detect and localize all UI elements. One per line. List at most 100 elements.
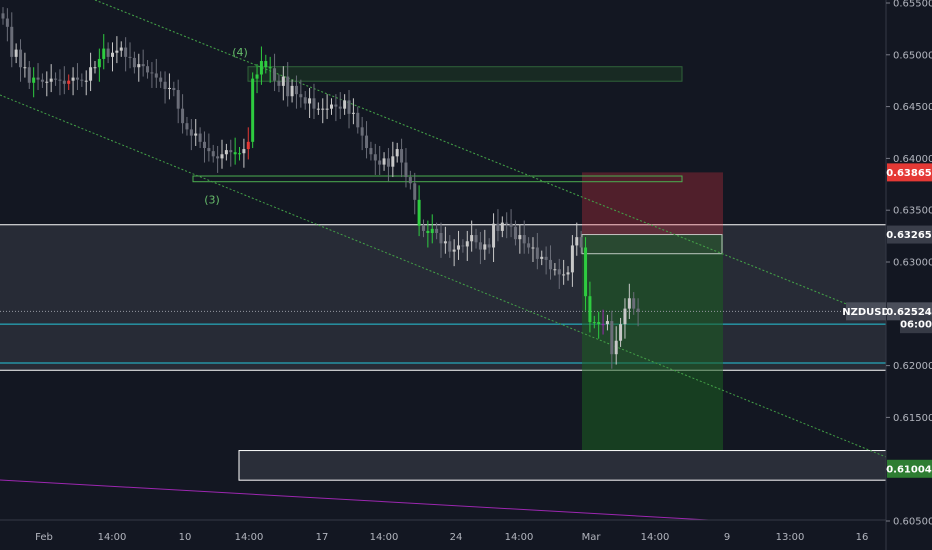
- candle-body: [97, 58, 101, 68]
- candle-body: [277, 80, 281, 86]
- candle-body: [391, 156, 395, 167]
- price-badge: [887, 459, 932, 478]
- time-axis[interactable]: Feb 14:00 10 14:00 17 14:00 24 14:00 Mar 14:00 9 13…: [0, 519, 886, 543]
- candle-body: [128, 56, 132, 58]
- candle-body: [32, 77, 36, 83]
- time-tick-label: 14:00: [641, 532, 670, 543]
- candle-body: [14, 49, 18, 57]
- candle-body: [19, 49, 23, 68]
- candle-body: [111, 52, 114, 57]
- candle-body: [264, 61, 268, 68]
- candle-body: [45, 81, 49, 83]
- purple-trend-line: [0, 479, 718, 520]
- candle-body: [268, 67, 272, 69]
- price-badge-label: 0.63265: [886, 230, 932, 241]
- candle-body: [299, 94, 303, 98]
- candle-body: [457, 245, 461, 250]
- candle-body: [619, 324, 623, 341]
- candle-body: [636, 308, 640, 312]
- candle-body: [242, 149, 246, 154]
- candle-body: [80, 79, 84, 81]
- candle-body: [62, 80, 66, 84]
- price-tick-label: 0.63500: [893, 206, 932, 217]
- candle-body: [10, 26, 14, 57]
- candle-body: [273, 68, 277, 81]
- candle-body: [176, 90, 180, 109]
- candle-body: [224, 150, 228, 155]
- candle-body: [369, 148, 373, 155]
- candle-body: [207, 148, 211, 152]
- candle-body: [255, 74, 259, 79]
- candle-body: [146, 66, 150, 73]
- candle-body: [557, 269, 561, 275]
- candle-body: [36, 77, 40, 80]
- candle-body: [246, 141, 250, 150]
- symbol-badge-label: NZDUSD: [842, 307, 890, 318]
- price-tick-label: 0.61500: [893, 413, 932, 424]
- last-price-badge-label: 0.62524: [886, 307, 932, 318]
- candle-body: [531, 247, 535, 249]
- candle-body: [522, 235, 526, 244]
- candle-body: [627, 298, 631, 309]
- price-tick-label: 0.60500: [893, 517, 932, 528]
- price-tick-label: 0.65000: [893, 50, 932, 61]
- candle-body: [540, 256, 544, 259]
- candle-body: [124, 47, 128, 57]
- price-tick-label: 0.65500: [893, 0, 932, 10]
- candle-body: [198, 133, 202, 142]
- candle-body: [549, 259, 552, 270]
- time-tick-label: 9: [724, 532, 730, 543]
- candle-body: [189, 129, 193, 136]
- candle-body: [137, 64, 141, 68]
- candle-body: [597, 322, 601, 325]
- candle-body: [570, 245, 574, 273]
- candle-body: [535, 247, 539, 259]
- candle-body: [325, 108, 329, 110]
- candle-body: [154, 73, 158, 78]
- candle-body: [351, 112, 355, 114]
- candle-body: [202, 141, 206, 149]
- candle-body: [281, 76, 285, 86]
- candle-body: [49, 78, 53, 82]
- candle-body: [478, 242, 482, 250]
- price-badge: [887, 163, 932, 182]
- candle-body: [141, 64, 145, 67]
- candle-body: [71, 77, 75, 81]
- candle-body: [343, 100, 347, 109]
- candle-body: [334, 104, 338, 107]
- candle-body: [588, 296, 592, 323]
- candle-body: [426, 230, 430, 233]
- candle-body: [483, 244, 487, 250]
- candle-body: [75, 77, 79, 80]
- take-profit-zone: [582, 234, 723, 469]
- grey-range-zone: [0, 224, 886, 371]
- upper-supply-zone: [247, 66, 683, 82]
- candle-body: [308, 98, 312, 104]
- candle-body: [430, 228, 434, 233]
- time-tick-label: 14:00: [98, 532, 127, 543]
- candle-body: [84, 80, 88, 82]
- time-tick-label: 13:00: [776, 532, 805, 543]
- candle-body: [312, 98, 316, 109]
- lower-demand-zone: [238, 450, 886, 481]
- time-tick-label: 14:00: [370, 532, 399, 543]
- candle-body: [290, 85, 294, 97]
- candle-body: [220, 154, 224, 159]
- candle-body: [54, 78, 58, 80]
- candle-body: [286, 76, 290, 97]
- wave-label-4: (4): [232, 46, 248, 59]
- candle-body: [338, 106, 342, 109]
- candle-body: [229, 150, 233, 153]
- candle-body: [58, 79, 62, 81]
- candle-body: [505, 222, 509, 224]
- candle-body: [321, 108, 325, 110]
- candle-body: [5, 18, 9, 27]
- candle-body: [119, 47, 123, 51]
- candle-body: [404, 162, 408, 178]
- plot-area[interactable]: (4) (3): [0, 0, 932, 530]
- candle-body: [575, 237, 579, 246]
- candle-body: [395, 149, 399, 157]
- entry-zone: [581, 234, 723, 255]
